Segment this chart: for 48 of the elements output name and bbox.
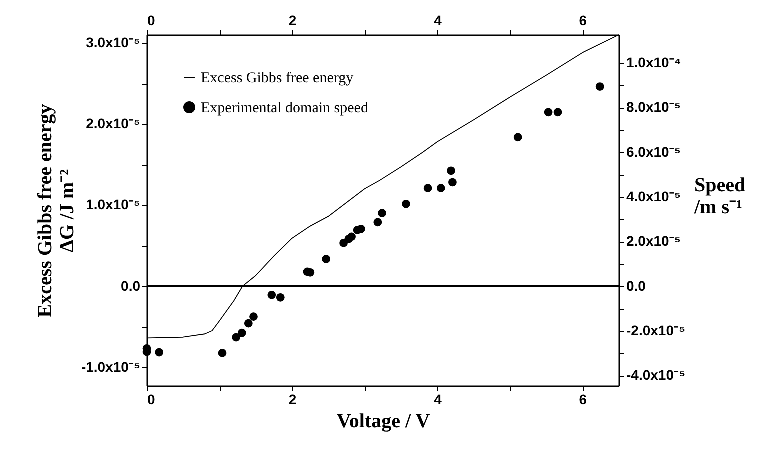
point: [596, 82, 604, 91]
point: [244, 319, 253, 328]
point: [232, 333, 240, 342]
x2-tick-label: 0: [148, 12, 156, 28]
point: [238, 328, 246, 338]
point: [322, 255, 331, 264]
y2-tick-label: -2.0x10⁻⁵: [626, 322, 686, 338]
x-axis-title: Voltage / V: [336, 410, 431, 432]
x-tick-label: 6: [579, 392, 588, 408]
x-tick-label: 2: [288, 392, 297, 408]
y-axis-title: Excess Gibbs free energy ΔG /J m⁻²: [34, 104, 78, 318]
y2-tick-label: 8.0x10⁻⁵: [626, 99, 681, 116]
legend-label: Experimental domain speed: [201, 100, 369, 116]
point: [402, 200, 410, 208]
point: [348, 232, 356, 242]
point: [544, 108, 553, 117]
y2-tick-label: 2.0x10⁻⁵: [626, 233, 681, 250]
point: [448, 178, 457, 187]
y-tick-label: -1.0x10⁻⁵: [81, 358, 140, 375]
x-tick-label: 0: [148, 392, 156, 408]
point: [436, 184, 446, 192]
x2-tick-label: 4: [434, 12, 442, 28]
y2-axis-title: Speed /m s⁻¹: [694, 174, 746, 218]
point: [554, 108, 562, 117]
point: [218, 349, 227, 358]
y2-tick-label: 6.0x10⁻⁵: [626, 144, 681, 160]
point: [374, 218, 382, 227]
x2-tick-label: 2: [288, 12, 297, 28]
y-tick-label: 1.0x10⁻⁵: [86, 196, 140, 213]
y-tick-label: 2.0x10⁻⁵: [86, 116, 140, 132]
point: [447, 166, 456, 176]
point: [424, 184, 432, 192]
x-tick-label: 4: [434, 392, 442, 408]
point: [268, 291, 276, 300]
point: [155, 348, 164, 357]
point: [276, 293, 285, 302]
y2-tick-label: 4.0x10⁻⁵: [626, 188, 681, 204]
y2-tick-label: 1.0x10⁻⁴: [626, 54, 682, 71]
x2-tick-label: 6: [579, 12, 588, 28]
legend-label: Excess Gibbs free energy: [201, 70, 354, 86]
point: [514, 133, 522, 142]
y-tick-label: 0.0: [121, 278, 141, 294]
y-tick-label: 3.0x10⁻⁵: [86, 34, 140, 51]
point: [378, 209, 386, 218]
point: [357, 224, 366, 234]
point: [250, 312, 258, 321]
y2-tick-label: 0.0: [626, 278, 646, 294]
y2-tick-label: -4.0x10⁻⁵: [626, 367, 686, 384]
